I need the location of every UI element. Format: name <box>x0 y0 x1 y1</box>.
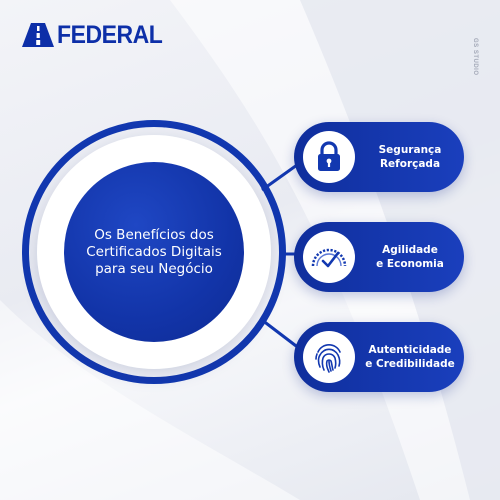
center-title: Os Benefícios dos Certificados Digitais … <box>86 226 222 277</box>
benefit-label: Segurança Reforçada <box>378 144 442 170</box>
brand-name: FEDERAL <box>57 21 163 49</box>
padlock-icon <box>303 131 355 183</box>
outer-ring <box>22 120 286 384</box>
benefit-agility: Agilidade e Economia <box>294 222 464 292</box>
benefit-label: Agilidade e Economia <box>376 244 444 270</box>
benefit-security: Segurança Reforçada <box>294 122 464 192</box>
federal-logo: FEDERAL <box>22 22 172 48</box>
watermark: GS STUDIO <box>472 38 478 76</box>
benefit-label: Autenticidade e Credibilidade <box>365 344 455 370</box>
speedometer-icon <box>303 231 355 283</box>
road-logo-icon <box>22 23 54 47</box>
center-disc: Os Benefícios dos Certificados Digitais … <box>64 162 244 342</box>
fingerprint-icon <box>303 331 355 383</box>
benefit-authenticity: Autenticidade e Credibilidade <box>294 322 464 392</box>
